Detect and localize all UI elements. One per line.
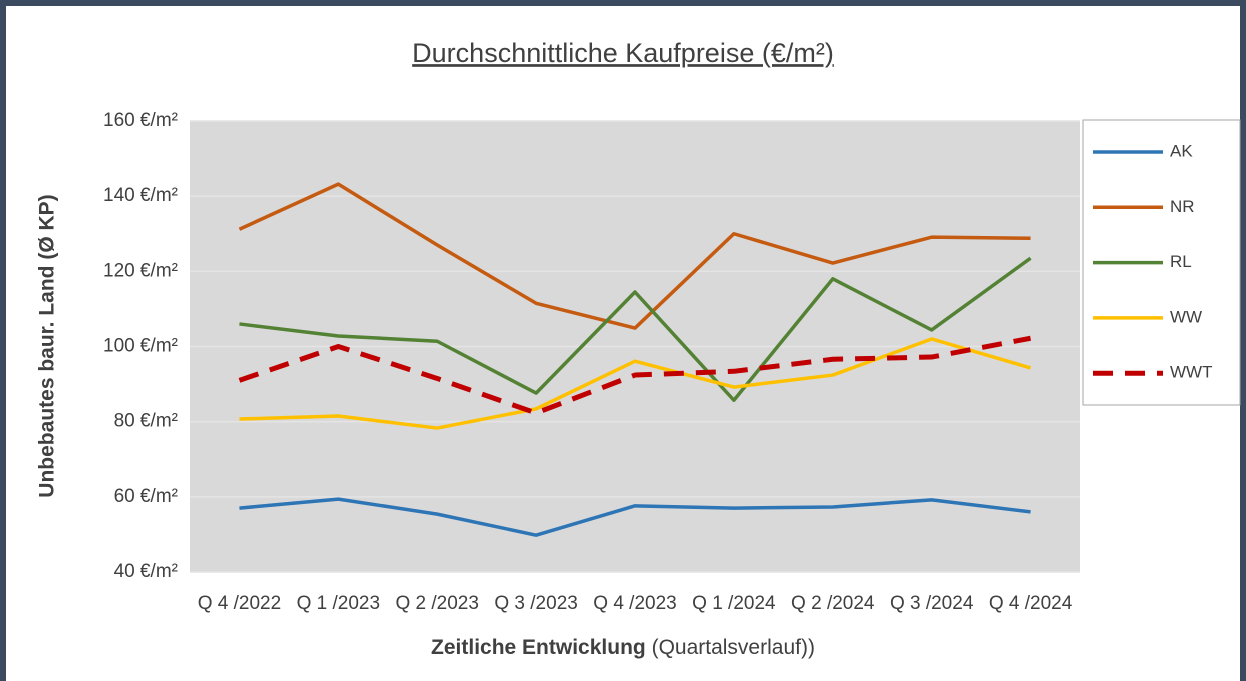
x-tick-label: Q 4 /2024 bbox=[989, 593, 1073, 614]
series-line bbox=[238, 182, 1031, 330]
x-tick-label: Q 2 /2024 bbox=[791, 593, 875, 614]
legend-label: WW bbox=[1170, 307, 1202, 326]
x-tick-label: Q 4 /2023 bbox=[593, 593, 676, 614]
legend-label: AK bbox=[1170, 141, 1193, 160]
x-tick-label: Q 3 /2023 bbox=[494, 593, 577, 614]
y-tick-label: 100 €/m² bbox=[103, 336, 178, 357]
x-tick-label: Q 1 /2024 bbox=[692, 593, 776, 614]
y-tick-label: 60 €/m² bbox=[114, 486, 178, 507]
x-tick-label: Q 3 /2024 bbox=[890, 593, 974, 614]
x-tick-label: Q 4 /2022 bbox=[198, 593, 281, 614]
y-tick-label: 160 €/m² bbox=[103, 110, 178, 131]
legend-label: RL bbox=[1170, 252, 1192, 271]
y-axis-title: Unbebautes baur. Land (Ø KP) bbox=[36, 194, 59, 497]
series-line bbox=[239, 256, 1032, 402]
series-line bbox=[239, 497, 1031, 537]
y-tick-label: 40 €/m² bbox=[114, 561, 178, 582]
y-tick-label: 140 €/m² bbox=[103, 185, 178, 206]
series-line bbox=[239, 337, 1032, 430]
legend-label: NR bbox=[1170, 197, 1195, 216]
x-tick-label: Q 2 /2023 bbox=[395, 593, 478, 614]
series-line bbox=[238, 335, 1032, 416]
y-tick-label: 80 €/m² bbox=[114, 411, 178, 432]
legend-label: WWT bbox=[1170, 363, 1212, 382]
y-tick-label: 120 €/m² bbox=[103, 260, 178, 281]
x-axis-title-sub: (Quartalsverlauf)) bbox=[652, 636, 815, 659]
chart-title: Durchschnittliche Kaufpreise (€/m²) bbox=[412, 38, 834, 68]
x-axis-title-main: Zeitliche Entwicklung bbox=[431, 636, 646, 659]
x-tick-label: Q 1 /2023 bbox=[297, 593, 380, 614]
x-axis-title: Zeitliche Entwicklung (Quartalsverlauf)) bbox=[431, 636, 815, 659]
